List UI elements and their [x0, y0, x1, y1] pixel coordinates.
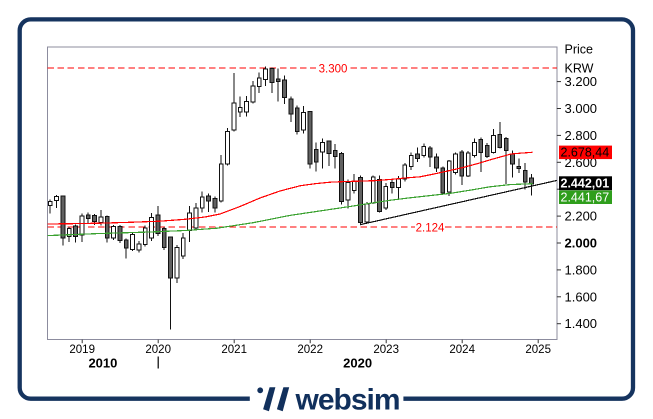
svg-text:1.800: 1.800: [565, 262, 598, 277]
svg-text:2020: 2020: [343, 356, 372, 371]
svg-text:2020: 2020: [145, 344, 171, 356]
svg-text:2024: 2024: [449, 344, 475, 356]
svg-text:2.678,44: 2.678,44: [561, 146, 610, 160]
svg-text:KRW: KRW: [565, 62, 594, 76]
svg-text:3.000: 3.000: [565, 101, 598, 116]
svg-text:2.000: 2.000: [565, 236, 598, 251]
svg-text:1.400: 1.400: [565, 316, 598, 331]
svg-text:2023: 2023: [373, 344, 399, 356]
svg-text:2025: 2025: [525, 344, 551, 356]
svg-text:1.600: 1.600: [565, 289, 598, 304]
svg-text:2.200: 2.200: [565, 209, 598, 224]
svg-text:2.800: 2.800: [565, 128, 598, 143]
svg-text:2.124: 2.124: [416, 223, 445, 235]
svg-text:2.442,01: 2.442,01: [561, 177, 610, 191]
svg-text:2019: 2019: [69, 344, 95, 356]
svg-text:3.300: 3.300: [319, 64, 348, 76]
svg-text:2.441,67: 2.441,67: [561, 191, 610, 205]
svg-text:2010: 2010: [88, 356, 117, 371]
svg-text:Price: Price: [565, 43, 594, 57]
svg-text:3.200: 3.200: [565, 74, 598, 89]
svg-text:2021: 2021: [221, 344, 247, 356]
svg-text:websim: websim: [295, 384, 400, 417]
svg-text:2022: 2022: [297, 344, 323, 356]
